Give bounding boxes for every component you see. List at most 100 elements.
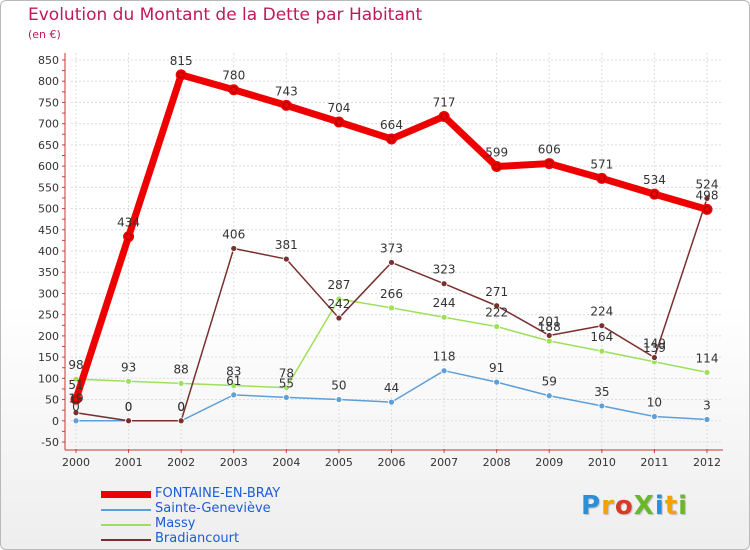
- data-label-sainte-genevi-ve: 0: [177, 400, 185, 414]
- data-label-massy: 287: [327, 278, 350, 292]
- x-tick-label: 2009: [535, 456, 563, 469]
- data-point-bradiancourt: [335, 314, 343, 322]
- data-point-sainte-genevi-ve: [335, 396, 343, 403]
- data-point-sainte-genevi-ve: [493, 378, 501, 386]
- proxiti-logo: ProXiti: [581, 491, 688, 521]
- data-label-bradiancourt: 323: [433, 263, 456, 277]
- data-label-massy: 266: [380, 287, 403, 301]
- data-point-massy: [703, 368, 711, 376]
- y-tick-label: 800: [38, 75, 59, 88]
- y-tick-label: 150: [38, 351, 59, 364]
- legend-swatch: [101, 491, 151, 498]
- data-label-sainte-genevi-ve: 55: [279, 376, 294, 390]
- data-point-massy: [125, 377, 132, 385]
- data-label-sainte-genevi-ve: 59: [542, 375, 557, 389]
- data-point-massy: [230, 382, 238, 389]
- y-tick-label: 350: [38, 266, 59, 279]
- data-label-sainte-genevi-ve: 118: [433, 350, 456, 364]
- data-point-massy: [282, 384, 290, 392]
- data-label-fontaine-en-bray: 434: [117, 216, 140, 230]
- data-label-bradiancourt: 524: [696, 177, 719, 191]
- data-point-bradiancourt: [493, 302, 501, 310]
- data-label-sainte-genevi-ve: 0: [72, 400, 80, 414]
- data-point-bradiancourt: [282, 255, 290, 263]
- data-label-fontaine-en-bray: 498: [696, 188, 719, 202]
- data-point-core-fontaine-en-bray: [282, 101, 290, 109]
- data-point-sainte-genevi-ve: [230, 391, 238, 399]
- legend-swatch: [101, 523, 151, 526]
- data-label-bradiancourt: 19: [68, 392, 83, 406]
- y-tick-label: 850: [38, 54, 59, 67]
- data-label-fontaine-en-bray: 534: [643, 173, 666, 187]
- data-label-massy: 98: [68, 358, 83, 372]
- y-tick-label: 100: [38, 372, 59, 385]
- data-label-fontaine-en-bray: 606: [538, 143, 561, 157]
- data-label-fontaine-en-bray: 780: [222, 69, 245, 83]
- data-point-core-fontaine-en-bray: [598, 174, 606, 182]
- data-label-sainte-genevi-ve: 3: [703, 399, 711, 413]
- y-tick-label: 300: [38, 287, 59, 300]
- legend-label: Massy: [155, 516, 196, 531]
- data-point-sainte-genevi-ve: [388, 398, 395, 406]
- logo-letter: P: [581, 491, 602, 521]
- data-label-bradiancourt: 149: [643, 337, 666, 351]
- legend-label: Bradiancourt: [155, 531, 240, 546]
- data-label-bradiancourt: 271: [485, 285, 508, 299]
- logo-letter: i: [654, 491, 665, 521]
- data-point-massy: [493, 323, 501, 330]
- data-label-massy: 244: [433, 296, 456, 310]
- data-point-massy: [335, 295, 343, 303]
- y-tick-label: 200: [38, 330, 59, 343]
- data-point-bradiancourt: [545, 332, 553, 339]
- x-tick-label: 2002: [167, 456, 195, 469]
- data-label-sainte-genevi-ve: 91: [489, 361, 504, 375]
- data-label-massy: 83: [226, 365, 241, 379]
- data-point-bradiancourt: [72, 409, 80, 417]
- y-tick-label: 250: [38, 309, 59, 322]
- data-point-bradiancourt: [440, 280, 448, 288]
- data-label-bradiancourt: 406: [222, 227, 245, 241]
- data-point-core-fontaine-en-bray: [230, 86, 238, 94]
- data-point-bradiancourt: [177, 417, 185, 425]
- data-point-core-fontaine-en-bray: [388, 135, 395, 143]
- x-tick-label: 2005: [325, 456, 353, 469]
- data-label-sainte-genevi-ve: 35: [594, 385, 609, 399]
- logo-letter: t: [664, 491, 679, 521]
- y-tick-label: 500: [38, 203, 59, 216]
- data-label-massy: 78: [279, 367, 294, 381]
- x-tick-label: 2011: [640, 456, 668, 469]
- data-label-bradiancourt: 373: [380, 241, 403, 255]
- data-label-massy: 222: [485, 306, 508, 320]
- data-label-sainte-genevi-ve: 0: [125, 400, 133, 414]
- data-point-core-fontaine-en-bray: [440, 112, 448, 120]
- data-point-sainte-genevi-ve: [282, 394, 290, 401]
- legend-label: FONTAINE-EN-BRAY: [155, 486, 281, 501]
- data-label-bradiancourt: 0: [125, 400, 133, 414]
- data-point-massy: [440, 313, 448, 321]
- data-point-bradiancourt: [125, 417, 132, 425]
- data-point-bradiancourt: [651, 354, 658, 361]
- data-label-massy: 114: [696, 351, 719, 365]
- x-tick-label: 2007: [430, 456, 458, 469]
- data-point-massy: [598, 347, 606, 355]
- x-tick-label: 2006: [378, 456, 406, 469]
- data-point-core-fontaine-en-bray: [703, 205, 711, 213]
- logo-letter: i: [678, 491, 689, 521]
- x-tick-label: 2008: [483, 456, 511, 469]
- data-label-massy: 88: [174, 362, 189, 376]
- y-tick-label: -50: [41, 436, 59, 449]
- data-point-massy: [545, 337, 553, 345]
- data-label-bradiancourt: 242: [327, 297, 350, 311]
- x-tick-label: 2010: [588, 456, 616, 469]
- data-label-massy: 164: [590, 330, 613, 344]
- data-label-fontaine-en-bray: 51: [68, 378, 83, 392]
- data-point-bradiancourt: [703, 194, 711, 202]
- x-tick-label: 2012: [693, 456, 721, 469]
- data-point-core-fontaine-en-bray: [545, 160, 553, 168]
- axes: -500501001502002503003504004505005506006…: [38, 53, 723, 469]
- data-label-sainte-genevi-ve: 44: [384, 381, 399, 395]
- data-label-sainte-genevi-ve: 10: [647, 396, 662, 410]
- data-label-fontaine-en-bray: 599: [485, 146, 508, 160]
